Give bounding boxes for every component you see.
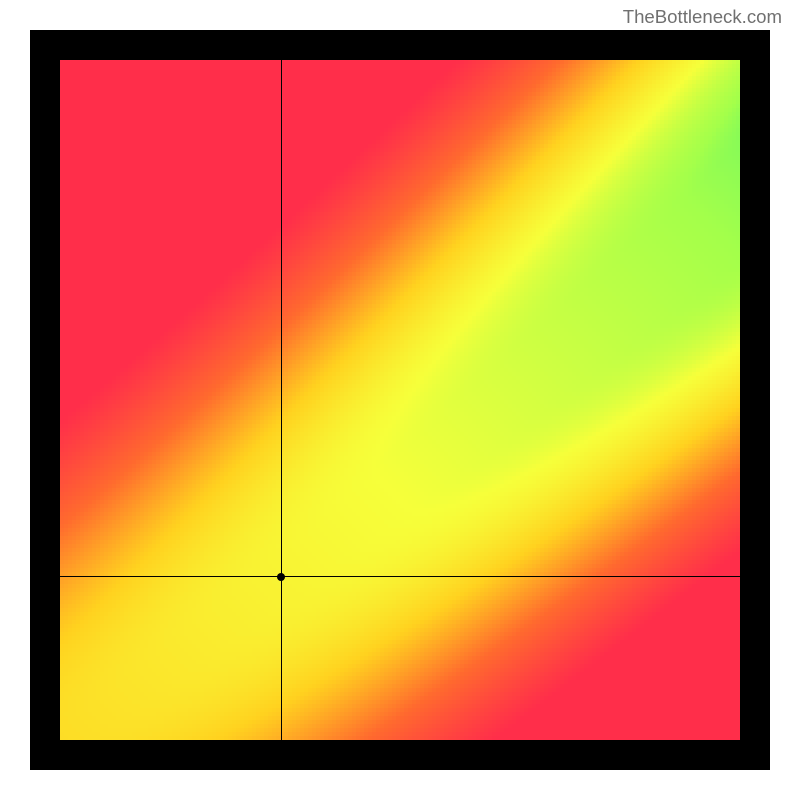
crosshair-dot (277, 573, 285, 581)
crosshair-horizontal-line (60, 576, 740, 577)
crosshair-vertical-line (281, 60, 282, 740)
figure-container: TheBottleneck.com (0, 0, 800, 800)
watermark-text: TheBottleneck.com (623, 6, 782, 28)
bottleneck-heatmap (60, 60, 740, 740)
